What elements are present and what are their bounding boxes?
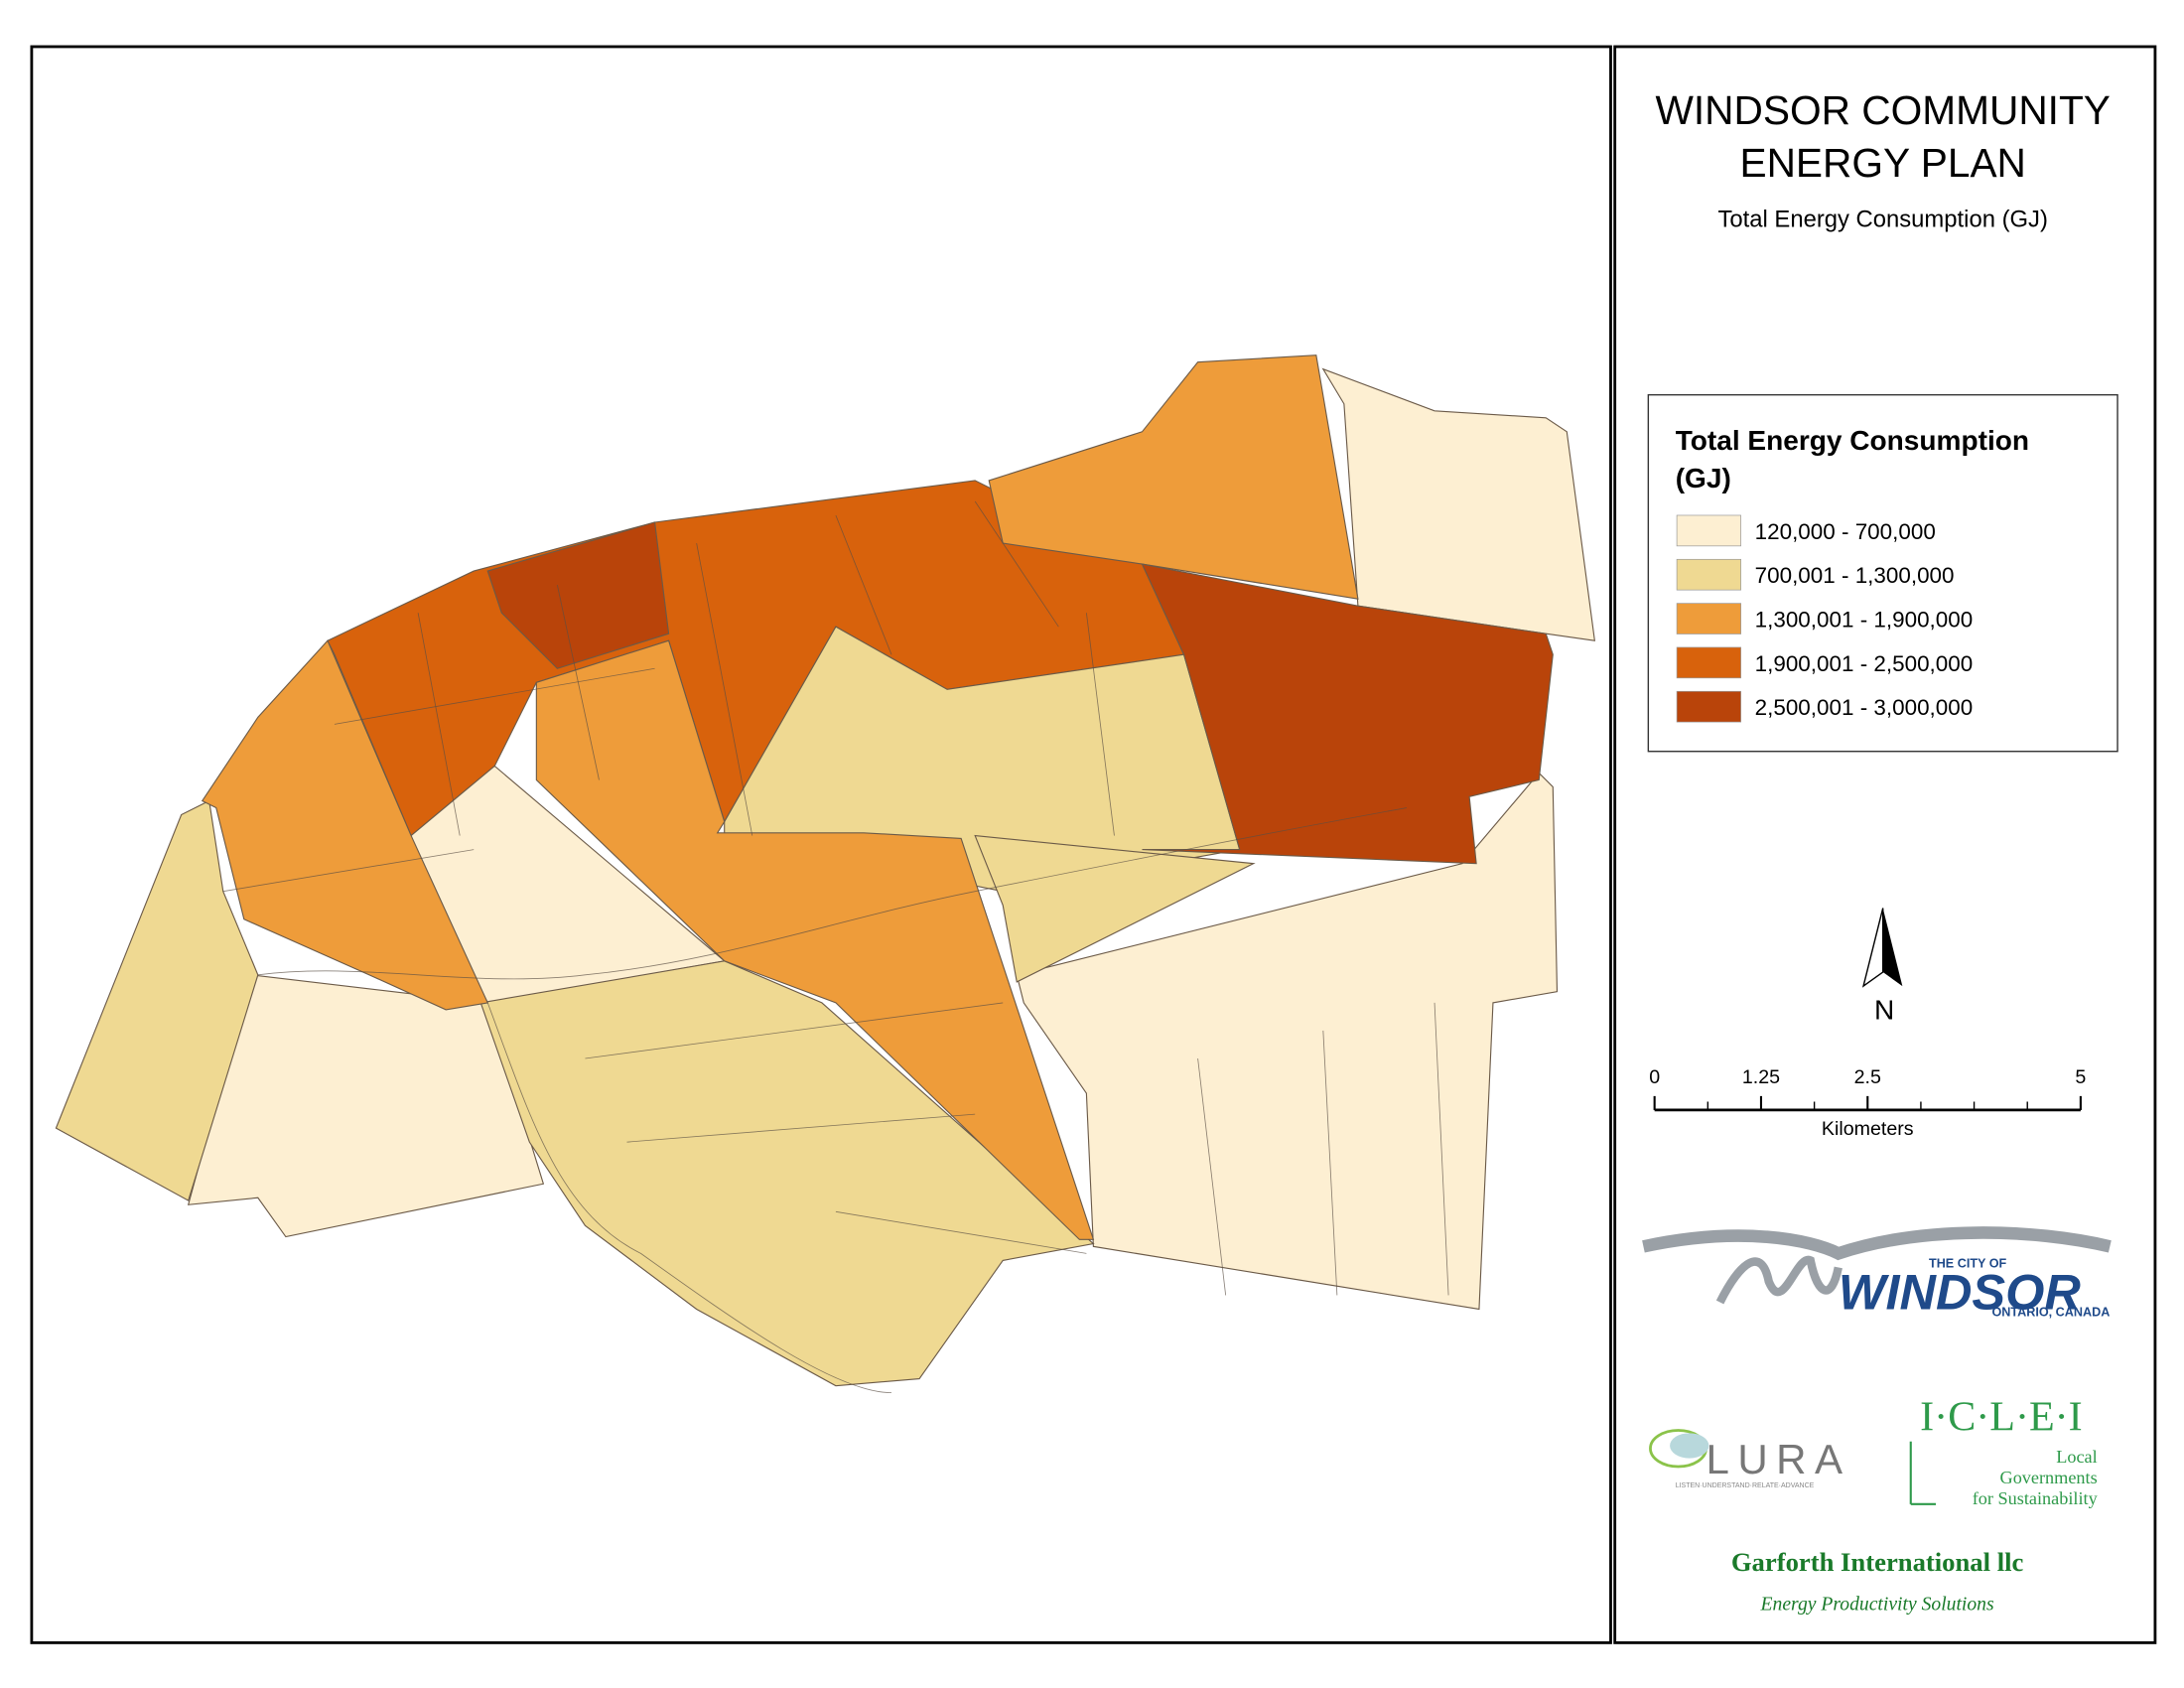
north-arrow-left (1861, 908, 1884, 988)
road (222, 667, 1449, 1296)
road (417, 500, 1115, 836)
windsor-logo: THE CITY OF WINDSOR ONTARIO, CANADA (1642, 1226, 2112, 1320)
highway (486, 1002, 892, 1394)
zone (479, 960, 1095, 1387)
logo-text: LISTEN·UNDERSTAND·RELATE·ADVANCE (1676, 1482, 1815, 1489)
road (835, 1210, 1087, 1254)
legend-swatch (1676, 514, 1741, 547)
logo-leaf (1670, 1433, 1709, 1459)
logo-text: LURA (1706, 1436, 1851, 1482)
subtitle: Total Energy Consumption (GJ) (1717, 207, 2047, 233)
scale-unit: Kilometers (1822, 1118, 1914, 1140)
zone (535, 639, 1095, 1240)
scale-bar: 0 1.25 2.5 5 Kilometers (1649, 1066, 2086, 1140)
logo-text: ONTARIO, CANADA (1991, 1305, 2110, 1319)
logo-swoosh (1642, 1226, 2112, 1261)
map-frame (30, 45, 1612, 1644)
scale-tick-label: 5 (2075, 1066, 2086, 1088)
zone (1321, 367, 1596, 641)
zone (1016, 772, 1559, 1311)
scale-tick-label: 1.25 (1742, 1066, 1780, 1088)
lura-logo: LURA LISTEN·UNDERSTAND·RELATE·ADVANCE (1649, 1429, 1851, 1489)
legend-label: 1,900,001 - 2,500,000 (1755, 651, 1974, 676)
garforth-tagline: Energy Productivity Solutions (1760, 1594, 1994, 1615)
zone (988, 354, 1359, 600)
zone (1141, 563, 1554, 865)
logo-text: for Sustainability (1973, 1488, 2099, 1508)
legend-title: (GJ) (1676, 463, 1731, 493)
roads (222, 500, 1449, 1394)
highway (257, 807, 1408, 980)
logo-text: Local (2056, 1447, 2097, 1467)
legend-label: 120,000 - 700,000 (1755, 519, 1936, 544)
title: ENERGY PLAN (1739, 140, 2025, 186)
map-zones (55, 354, 1596, 1387)
logo-swoosh (1715, 1255, 1843, 1305)
logo-text: I·C·L·E·I (1920, 1395, 2083, 1441)
north-arrow-right (1882, 908, 1903, 987)
iclei-logo: I·C·L·E·I Local Governments for Sustaina… (1909, 1395, 2099, 1508)
legend-swatch (1676, 646, 1741, 679)
logo-text: Governments (2000, 1468, 2098, 1487)
logo-text: THE CITY OF (1929, 1256, 2007, 1270)
legend-label: 700,001 - 1,300,000 (1755, 563, 1955, 588)
legend-swatch (1676, 690, 1741, 723)
logo-text: WINDSOR (1839, 1263, 2082, 1320)
legend-swatch (1676, 603, 1741, 634)
side-panel (1613, 45, 2157, 1644)
legend-label: 2,500,001 - 3,000,000 (1755, 695, 1974, 720)
north-arrow: N (1861, 908, 1903, 1026)
scale-tick-label: 2.5 (1854, 1066, 1881, 1088)
garforth-name: Garforth International llc (1731, 1547, 2024, 1577)
north-label: N (1874, 995, 1894, 1026)
legend-title: Total Energy Consumption (1676, 425, 2029, 456)
title: WINDSOR COMMUNITY (1655, 87, 2110, 133)
scale-tick-label: 0 (1649, 1066, 1660, 1088)
legend-items: 120,000 - 700,000 700,001 - 1,300,000 1,30… (1676, 514, 1974, 723)
zone (486, 521, 670, 669)
legend-swatch (1676, 558, 1741, 591)
zone (201, 639, 489, 1011)
legend-label: 1,300,001 - 1,900,000 (1755, 607, 1974, 632)
